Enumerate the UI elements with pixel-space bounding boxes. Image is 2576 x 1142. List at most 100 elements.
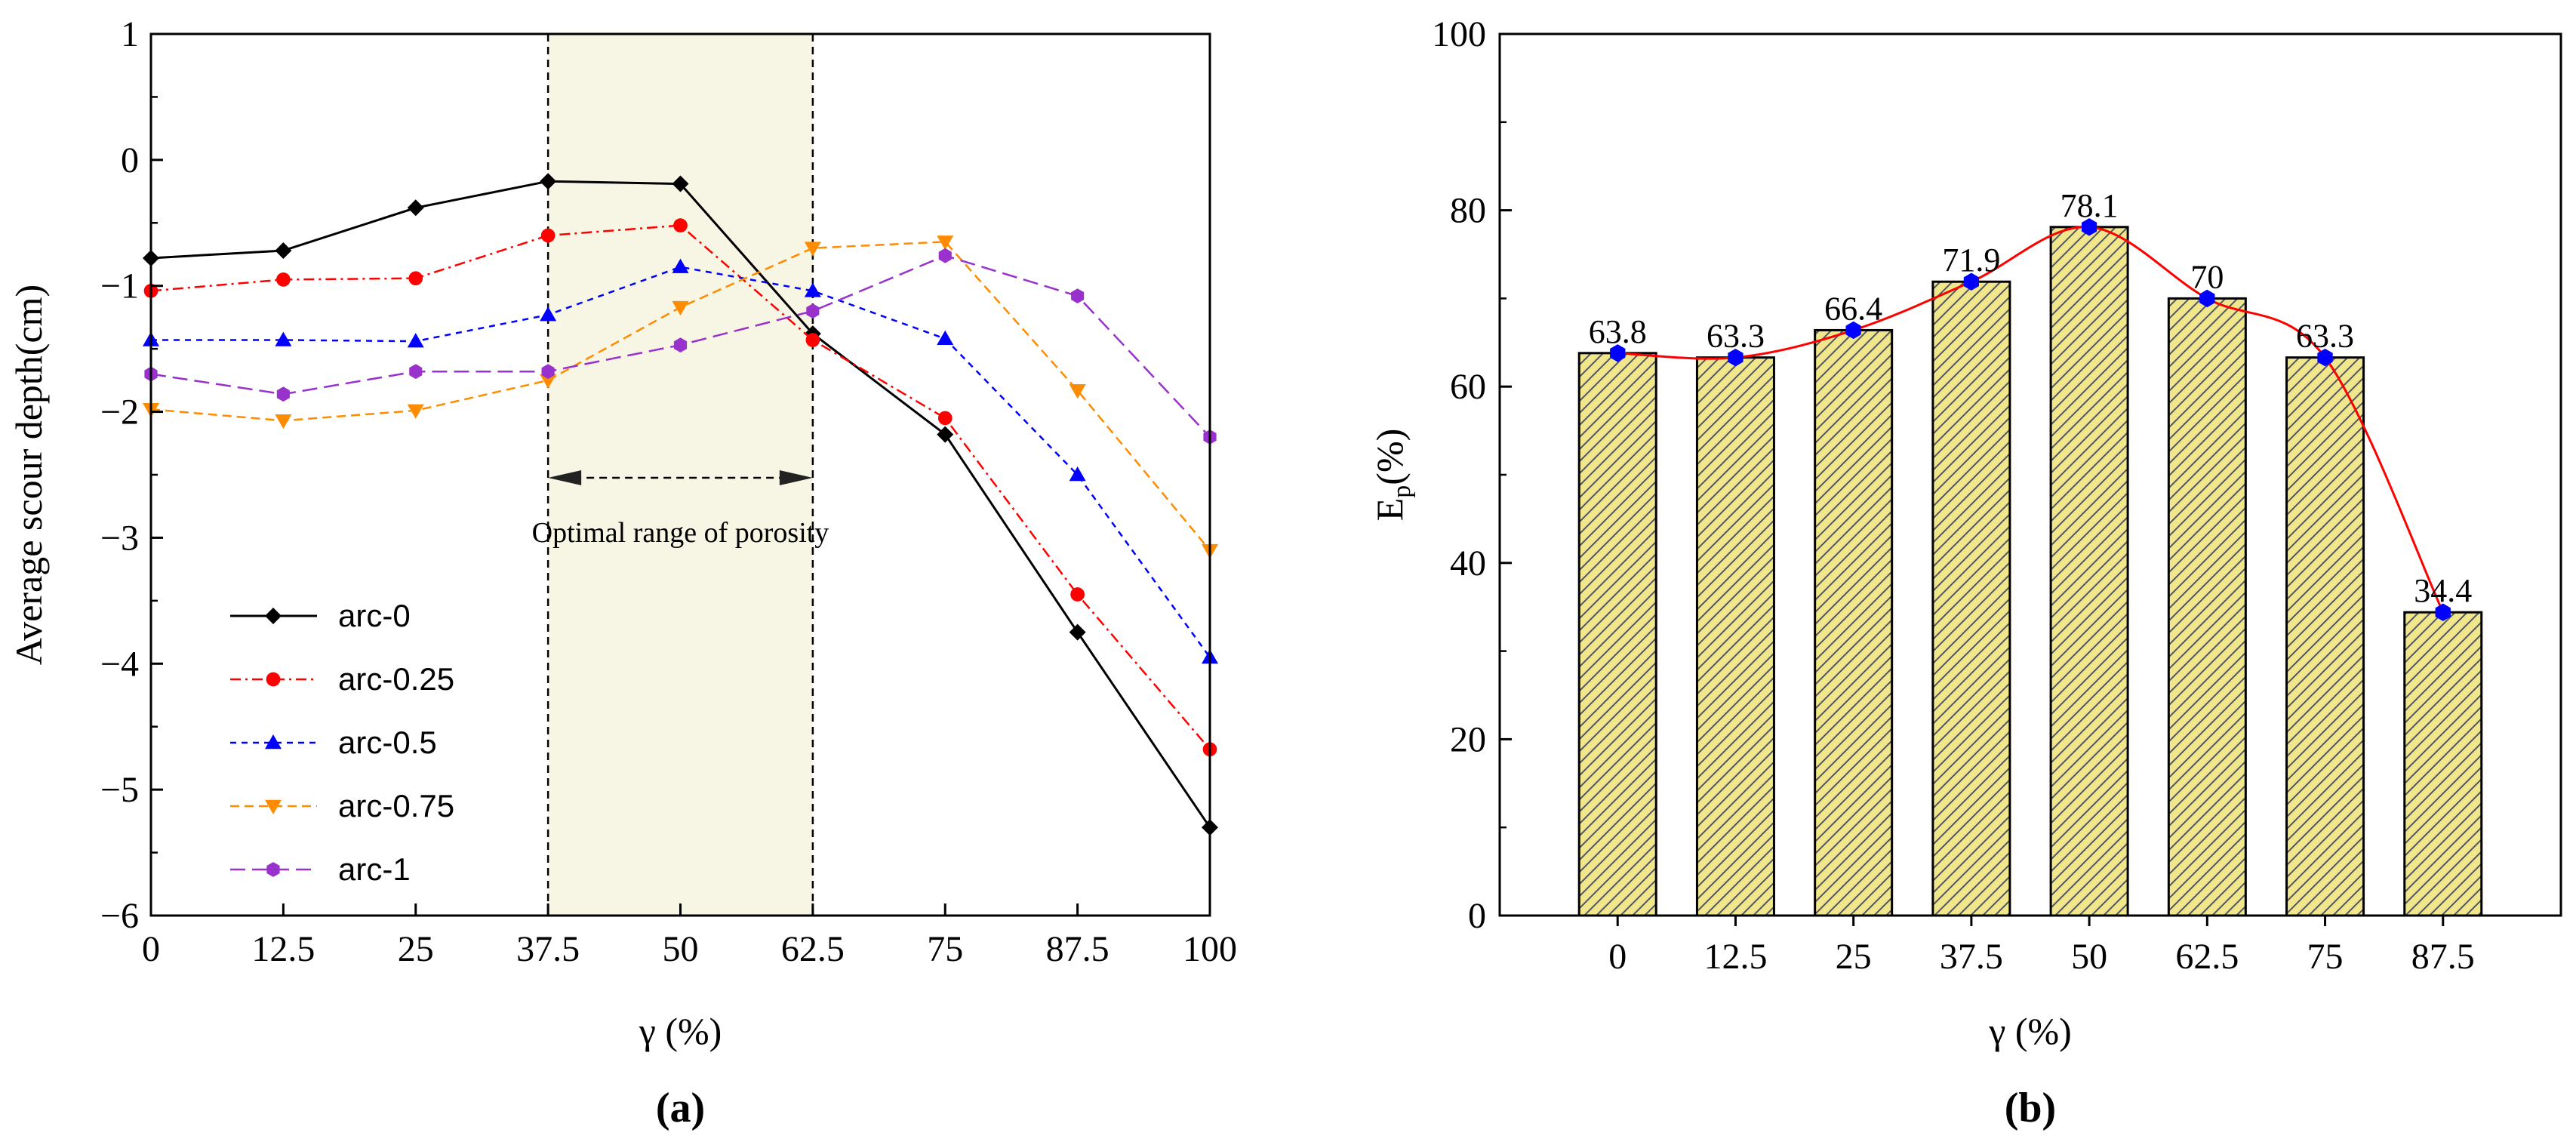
data-point-arc-1 [1071,288,1085,303]
bar-12.5 [1695,356,1775,917]
y-axis-label-b-main: E [1368,498,1411,522]
data-point-arc-0.25 [276,272,291,287]
legend-label: arc-0 [338,598,411,633]
series-line-arc-0.5 [151,266,1211,658]
data-point-arc-0.5 [407,333,424,348]
legend-label: arc-0.25 [338,661,454,697]
legend-item-arc-1: arc-1 [230,851,411,887]
trend-marker [2317,349,2333,367]
x-axis-a: 0 12.5 25 37.5 50 62.5 75 87.5 100 [142,903,1237,969]
data-point-arc-0.75 [407,404,424,419]
y-axis-label-b-subscript: p [1388,485,1416,498]
value-label: 78.1 [2060,187,2119,224]
legend-label: arc-0.75 [338,788,454,823]
trend-marker [2435,603,2451,621]
value-label: 70 [2190,258,2224,295]
legend-marker [265,734,282,750]
y-axis-b: 0 20 40 60 80 100 [1432,14,1512,936]
data-point-arc-0 [672,175,689,192]
y-tick-label-a: −4 [100,644,139,684]
data-point-arc-0 [540,173,557,190]
y-tick-label-b: 0 [1468,896,1486,936]
data-point-arc-0.75 [275,414,292,429]
y-tick-label-a: 1 [121,14,139,54]
x-tick-label-a: 12.5 [251,929,315,969]
data-point-arc-0.5 [275,331,292,346]
trend-marker [1845,321,1861,340]
panel-b-bar-chart: 63.8 63.3 66.4 71.9 78.1 70 63.3 34.4 0 20 40 60 80… [1368,14,2562,1131]
y-tick-label-b: 20 [1450,719,1486,759]
y-tick-label-b: 40 [1450,543,1486,583]
data-point-arc-0.75 [804,242,821,257]
data-point-arc-0.75 [540,374,557,389]
x-tick-label-b: 75 [2307,937,2344,977]
legend-item-arc-0.75: arc-0.75 [230,788,454,823]
bar-50 [2049,226,2129,917]
x-tick-label-a: 62.5 [781,929,845,969]
data-point-arc-0.25 [937,411,953,426]
x-tick-label-a: 100 [1183,929,1237,969]
series-arc-0.25 [143,218,1217,757]
range-arrow-left-head [548,470,582,485]
line-series-group [143,173,1218,836]
bar-25 [1814,328,1894,917]
y-tick-label-b: 80 [1450,191,1486,231]
trend-marker [1610,344,1626,362]
panel-a-line-chart: Optimal range of porosity 1 0 −1 −2 −3 −4 −5 −6… [8,14,1237,1131]
data-point-arc-0.25 [408,271,423,286]
x-axis-label-b: γ (%) [1988,1010,2072,1052]
x-tick-label-a: 0 [142,929,160,969]
trend-markers [1610,218,2451,621]
panel-label-b: (b) [2005,1085,2056,1131]
x-tick-label-a: 75 [927,929,963,969]
x-tick-label-b: 87.5 [2411,937,2475,977]
optimal-range-arrow [548,470,813,485]
data-point-arc-0.25 [540,228,556,243]
legend-item-arc-0: arc-0 [230,598,411,633]
data-point-arc-0.5 [540,306,557,322]
legend-a: arc-0 arc-0.25 arc-0.5 arc-0.75 arc-1 [230,598,454,887]
data-point-arc-1 [541,364,555,380]
y-tick-label-a: −3 [100,518,139,558]
value-label: 71.9 [1942,242,2000,279]
y-axis-label-b: Ep(%) [1368,429,1416,522]
plot-frame-b [1498,32,2562,917]
data-point-arc-1 [938,248,952,263]
legend-marker [266,672,281,687]
data-point-arc-0 [407,199,424,217]
series-arc-0.75 [143,235,1218,559]
bar-0 [1577,352,1657,917]
data-point-arc-0 [1069,623,1086,641]
x-tick-label-b: 0 [1608,937,1627,977]
value-label: 66.4 [1824,290,1882,327]
data-point-arc-0.25 [1070,587,1085,602]
x-tick-label-b: 37.5 [1940,937,2003,977]
legend-label: arc-1 [338,851,411,887]
data-point-arc-0.75 [1069,383,1086,399]
data-point-arc-0.75 [937,235,954,251]
y-tick-label-a: −6 [100,896,139,936]
y-tick-label-b: 60 [1450,367,1486,407]
trend-marker [2082,218,2097,236]
y-tick-label-a: 0 [121,140,139,180]
x-tick-label-b: 62.5 [2175,937,2239,977]
data-point-arc-0.5 [1069,466,1086,482]
value-labels: 63.8 63.3 66.4 71.9 78.1 70 63.3 34.4 [1589,187,2473,609]
trend-marker [1728,349,1743,367]
x-axis-b: 0 12.5 25 37.5 50 62.5 75 87.5 [1608,916,2475,977]
trend-marker [2199,289,2215,308]
x-tick-label-a: 50 [663,929,699,969]
value-label: 63.3 [2296,318,2354,355]
value-label: 63.3 [1707,318,1765,355]
x-tick-label-a: 87.5 [1046,929,1109,969]
legend-item-arc-0.25: arc-0.25 [230,661,454,697]
data-point-arc-1 [673,337,688,352]
x-tick-label-a: 37.5 [516,929,580,969]
x-tick-label-a: 25 [398,929,434,969]
optimal-range-annotation: Optimal range of porosity [532,517,829,549]
y-axis-a: 1 0 −1 −2 −3 −4 −5 −6 [100,14,163,936]
bar-75 [2285,356,2365,917]
data-point-arc-0 [937,426,954,443]
legend-marker [266,862,280,877]
trend-marker [1963,272,1979,291]
